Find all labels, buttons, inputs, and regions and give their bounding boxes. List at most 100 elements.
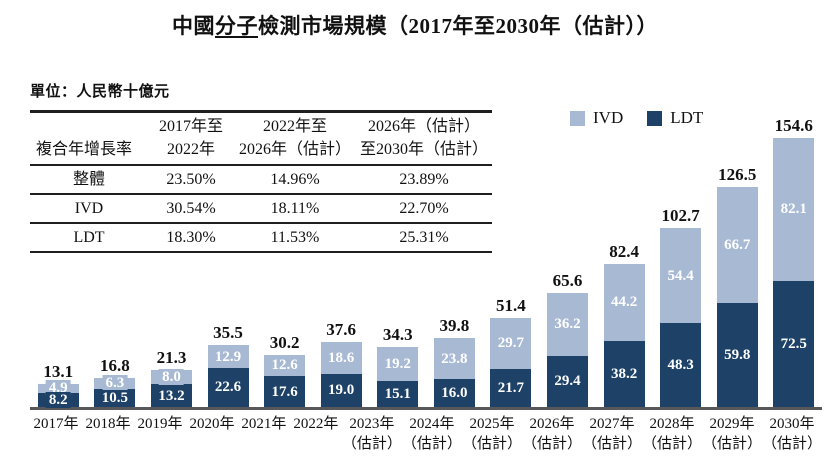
bar-column-2025年: 51.4 29.7 21.7 bbox=[483, 112, 540, 407]
bar-segment-value: 21.7 bbox=[494, 380, 528, 397]
bar-segment-ldt: 19.0 bbox=[320, 373, 362, 407]
bar-segment-value: 82.1 bbox=[777, 201, 810, 218]
x-axis-labels: 2017年 2018年 2019年 2020年 2021年 2022年 2023年 （估計） 2… bbox=[30, 414, 822, 454]
bar-segment-ldt: 29.4 bbox=[546, 355, 588, 407]
cagr-table-cell: 30.54% bbox=[148, 194, 234, 224]
legend-item-ivd: IVD bbox=[570, 108, 623, 128]
legend-label: LDT bbox=[670, 108, 704, 127]
bar-segment-value: 19.0 bbox=[325, 382, 358, 399]
bar-column-2024年: 39.8 23.8 16.0 bbox=[426, 112, 483, 407]
cagr-table-row: LDT 18.30% 11.53% 25.31% bbox=[30, 223, 492, 253]
bar-column-2028年: 102.7 54.4 48.3 bbox=[652, 112, 709, 407]
legend-label: IVD bbox=[593, 108, 624, 127]
bar-segment-ldt: 16.0 bbox=[433, 379, 475, 407]
cagr-table-row: IVD 30.54% 18.11% 22.70% bbox=[30, 194, 492, 224]
bar-segment-value: 8.0 bbox=[159, 369, 184, 386]
x-axis-label: 2017年 bbox=[33, 416, 79, 432]
bar-segment-value: 48.3 bbox=[664, 357, 697, 373]
cagr-table-header-row: 複合年增長率 2017年至 2022年 2022年至 2026年（估計） 2026年（估計… bbox=[30, 111, 492, 166]
bar-segment-ldt: 48.3 bbox=[660, 323, 702, 407]
chart-title-underlined-term: 分子 bbox=[215, 14, 258, 38]
bar-segment-ivd: 82.1 bbox=[773, 137, 815, 281]
cagr-table-cell: 23.50% bbox=[148, 165, 234, 195]
x-axis-label: 2022年 bbox=[293, 416, 339, 432]
bar-total-label: 34.3 bbox=[382, 325, 413, 345]
x-axis-label: 2026年 （估計） bbox=[521, 416, 582, 452]
bar-segment-ivd: 44.2 bbox=[603, 263, 645, 341]
bar-total-label: 30.2 bbox=[269, 332, 300, 352]
bar-total-label: 51.4 bbox=[496, 295, 526, 315]
bar-column-2026年: 65.6 36.2 29.4 bbox=[539, 112, 596, 407]
bar-column-2023年: 34.3 19.2 15.1 bbox=[369, 112, 426, 407]
bar-segment-value: 16.0 bbox=[438, 385, 471, 402]
bar-column-2030年: 154.6 82.1 72.5 bbox=[766, 112, 823, 407]
x-axis-label: 2030年 （估計） bbox=[762, 416, 823, 452]
bar-segment-value: 38.2 bbox=[607, 365, 641, 382]
cagr-table-cell: 25.31% bbox=[356, 223, 492, 253]
chart-legend: IVD LDT bbox=[570, 108, 703, 128]
x-axis-label: 2027年 （估計） bbox=[581, 416, 642, 452]
bar-segment-ivd: 23.8 bbox=[433, 337, 475, 380]
cagr-header-cell: 複合年增長率 bbox=[30, 111, 148, 166]
x-axis-label: 2020年 bbox=[189, 416, 235, 432]
chart-title: 中國分子檢測市場規模（2017年至2030年（估計）） bbox=[0, 10, 830, 40]
bar-segment-value: 44.2 bbox=[607, 294, 641, 311]
bar-total-label: 39.8 bbox=[439, 315, 470, 335]
bar-segment-value: 54.4 bbox=[664, 267, 697, 284]
bar-segment-ldt: 15.1 bbox=[377, 380, 419, 407]
bar-segment-value: 29.7 bbox=[494, 335, 528, 352]
bar-segment-ldt: 10.5 bbox=[94, 388, 136, 407]
bar-segment-value: 10.5 bbox=[98, 389, 131, 406]
bars-area: 13.1 4.9 8.2 16.8 6.3 10.5 21.3 8.0 13.2 35.5 12.9… bbox=[30, 112, 822, 410]
stacked-bar-chart: 13.1 4.9 8.2 16.8 6.3 10.5 21.3 8.0 13.2 35.5 12.9… bbox=[30, 112, 822, 457]
x-axis-label: 2025年 （估計） bbox=[461, 416, 522, 452]
chart-title-prefix: 中國 bbox=[172, 14, 215, 38]
cagr-table-cell: 18.11% bbox=[234, 194, 356, 224]
cagr-header-cell: 2026年（估計） 至2030年（估計） bbox=[356, 111, 492, 166]
bar-segment-ldt: 21.7 bbox=[490, 369, 532, 407]
bar-segment-value: 12.6 bbox=[268, 357, 301, 374]
x-axis-label: 2019年 bbox=[137, 416, 183, 432]
bar-segment-value: 12.9 bbox=[211, 348, 245, 365]
bar-segment-value: 22.6 bbox=[211, 379, 245, 396]
bar-segment-ivd: 19.2 bbox=[377, 347, 419, 381]
bar-segment-value: 59.8 bbox=[721, 346, 754, 363]
bar-total-label: 65.6 bbox=[552, 270, 583, 290]
bar-segment-value: 19.2 bbox=[381, 356, 414, 372]
bar-segment-value: 72.5 bbox=[777, 335, 810, 352]
bar-total-label: 21.3 bbox=[156, 348, 187, 368]
bar-segment-value: 23.8 bbox=[438, 350, 471, 367]
bar-total-label: 13.1 bbox=[43, 362, 74, 382]
bar-total-label: 126.5 bbox=[718, 164, 757, 184]
bar-segment-ivd: 54.4 bbox=[660, 228, 702, 323]
cagr-table: 複合年增長率 2017年至 2022年 2022年至 2026年（估計） 2026年（估計… bbox=[30, 110, 492, 253]
bar-segment-ldt: 22.6 bbox=[207, 367, 249, 407]
bar-column-2022年: 37.6 18.6 19.0 bbox=[313, 112, 370, 407]
bar-segment-value: 66.7 bbox=[721, 236, 754, 253]
legend-swatch-ivd bbox=[570, 110, 585, 126]
x-axis-label: 2024年 （估計） bbox=[401, 416, 462, 452]
x-axis-label: 2029年 （估計） bbox=[702, 416, 763, 452]
legend-swatch-ldt bbox=[647, 110, 663, 126]
bar-segment-ivd: 66.7 bbox=[716, 186, 758, 303]
bar-segment-ivd: 8.0 bbox=[150, 369, 192, 386]
bar-total-label: 37.6 bbox=[326, 319, 357, 339]
cagr-table-cell: LDT bbox=[30, 223, 148, 253]
x-axis-label: 2018年 bbox=[85, 416, 131, 432]
cagr-table-body: 整體 23.50% 14.96% 23.89% IVD 30.54% 18.11% 22.70… bbox=[30, 165, 492, 253]
bar-segment-value: 13.2 bbox=[155, 387, 188, 404]
bar-segment-value: 18.6 bbox=[325, 349, 358, 366]
bar-total-label: 154.6 bbox=[774, 115, 813, 135]
x-axis-label: 2023年 （估計） bbox=[341, 416, 402, 452]
bar-segment-value: 17.6 bbox=[268, 383, 301, 400]
bar-segment-value: 6.3 bbox=[102, 375, 128, 392]
legend-item-ldt: LDT bbox=[647, 108, 703, 128]
bar-segment-ivd: 29.7 bbox=[490, 317, 532, 370]
cagr-table-cell: 23.89% bbox=[356, 165, 492, 195]
unit-label: 單位：人民幣十億元 bbox=[30, 84, 170, 100]
bar-segment-ivd: 12.6 bbox=[264, 354, 306, 377]
cagr-table-cell: 整體 bbox=[30, 165, 148, 195]
bar-segment-ldt: 72.5 bbox=[773, 280, 815, 407]
bar-segment-ldt: 59.8 bbox=[716, 302, 758, 407]
